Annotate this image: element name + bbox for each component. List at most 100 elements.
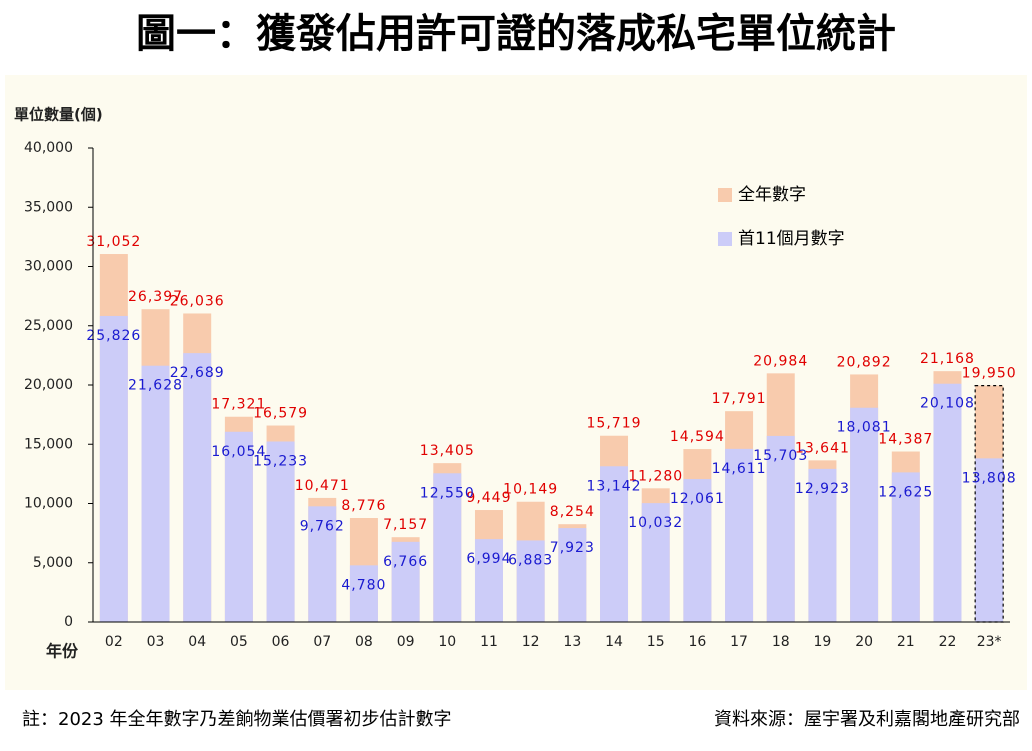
bar (349, 565, 378, 622)
x-axis-label: 年份 (46, 642, 79, 661)
value-label: 4,780 (341, 577, 386, 593)
value-label: 26,397 (128, 289, 183, 305)
bar (391, 541, 420, 622)
bar (266, 441, 295, 622)
x-tick-label: 18 (772, 634, 790, 650)
bar (99, 315, 128, 622)
bar (600, 466, 629, 622)
bar (766, 435, 795, 622)
y-tick-label: 30,000 (24, 259, 73, 275)
y-tick-label: 5,000 (33, 555, 73, 571)
x-tick-label: 05 (230, 634, 248, 650)
y-axis-label: 單位數量(個) (14, 106, 103, 124)
value-label: 14,387 (878, 432, 933, 448)
bar (683, 479, 712, 622)
bar (224, 431, 253, 622)
value-label: 22,689 (170, 365, 225, 381)
x-tick-label: 23* (977, 634, 1002, 650)
bar (308, 506, 337, 622)
value-label: 8,776 (341, 498, 386, 514)
value-label: 15,703 (753, 448, 808, 464)
x-tick-label: 15 (647, 634, 665, 650)
y-tick-label: 20,000 (24, 377, 73, 393)
value-label: 6,883 (508, 552, 553, 568)
x-tick-label: 17 (730, 634, 748, 650)
value-label: 21,628 (128, 378, 183, 394)
value-label: 19,950 (962, 366, 1017, 382)
value-label: 20,892 (837, 354, 892, 370)
value-label: 31,052 (86, 234, 141, 250)
value-label: 9,449 (466, 490, 511, 506)
x-tick-label: 22 (939, 634, 957, 650)
x-tick-label: 08 (355, 634, 373, 650)
value-label: 17,321 (211, 397, 266, 413)
value-label: 20,984 (753, 353, 808, 369)
value-label: 13,808 (962, 470, 1017, 486)
value-label: 10,149 (503, 482, 558, 498)
x-tick-label: 06 (272, 634, 290, 650)
x-tick-label: 19 (814, 634, 832, 650)
bar (516, 540, 545, 622)
source: 資料來源：屋宇署及利嘉閣地產研究部 (714, 709, 1020, 730)
value-label: 6,994 (466, 551, 511, 567)
value-label: 10,032 (628, 515, 683, 531)
bar (933, 383, 962, 622)
bar (474, 539, 503, 622)
x-tick-label: 16 (688, 634, 706, 650)
bar (850, 407, 879, 622)
value-label: 14,594 (670, 429, 725, 445)
value-label: 15,719 (587, 416, 642, 432)
x-tick-label: 07 (313, 634, 331, 650)
value-label: 13,641 (795, 440, 850, 456)
bar (183, 353, 212, 622)
y-tick-label: 35,000 (24, 199, 73, 215)
value-label: 25,826 (86, 328, 141, 344)
legend-swatch (718, 188, 732, 202)
value-label: 13,142 (587, 478, 642, 494)
y-tick-label: 40,000 (24, 140, 73, 156)
value-label: 7,923 (550, 540, 595, 556)
bar (808, 468, 837, 622)
bar (975, 458, 1004, 622)
bar (725, 448, 754, 622)
value-label: 12,923 (795, 481, 850, 497)
footnote: 註：2023 年全年數字乃差餉物業估價署初步估計數字 (22, 709, 452, 730)
value-label: 11,280 (628, 468, 683, 484)
value-label: 15,233 (253, 453, 308, 469)
x-tick-label: 03 (147, 634, 165, 650)
x-tick-label: 10 (438, 634, 456, 650)
bar (558, 528, 587, 622)
value-label: 8,254 (550, 504, 595, 520)
x-tick-label: 14 (605, 634, 623, 650)
value-label: 9,762 (300, 518, 345, 534)
value-label: 13,405 (420, 443, 475, 459)
value-label: 18,081 (837, 420, 892, 436)
x-tick-label: 09 (397, 634, 415, 650)
chart-title: 圖一：獲發佔用許可證的落成私宅單位統計 (136, 11, 896, 57)
y-tick-label: 0 (64, 614, 73, 630)
value-label: 12,625 (878, 484, 933, 500)
value-label: 26,036 (170, 293, 225, 309)
bar (141, 365, 170, 622)
value-label: 14,611 (712, 461, 767, 477)
value-label: 10,471 (295, 478, 350, 494)
value-label: 7,157 (383, 517, 428, 533)
value-label: 12,061 (670, 491, 725, 507)
legend-label: 首11個月數字 (738, 229, 845, 249)
legend-label: 全年數字 (738, 185, 806, 205)
y-tick-label: 25,000 (24, 318, 73, 334)
bar (433, 473, 462, 622)
legend-swatch (718, 232, 732, 246)
y-tick-label: 10,000 (24, 496, 73, 512)
x-tick-label: 04 (188, 634, 206, 650)
value-label: 21,168 (920, 351, 975, 367)
x-tick-label: 13 (563, 634, 581, 650)
x-tick-label: 20 (855, 634, 873, 650)
bar (891, 472, 920, 622)
value-label: 6,766 (383, 554, 428, 570)
value-label: 17,791 (712, 391, 767, 407)
value-label: 16,579 (253, 406, 308, 422)
x-tick-label: 21 (897, 634, 915, 650)
